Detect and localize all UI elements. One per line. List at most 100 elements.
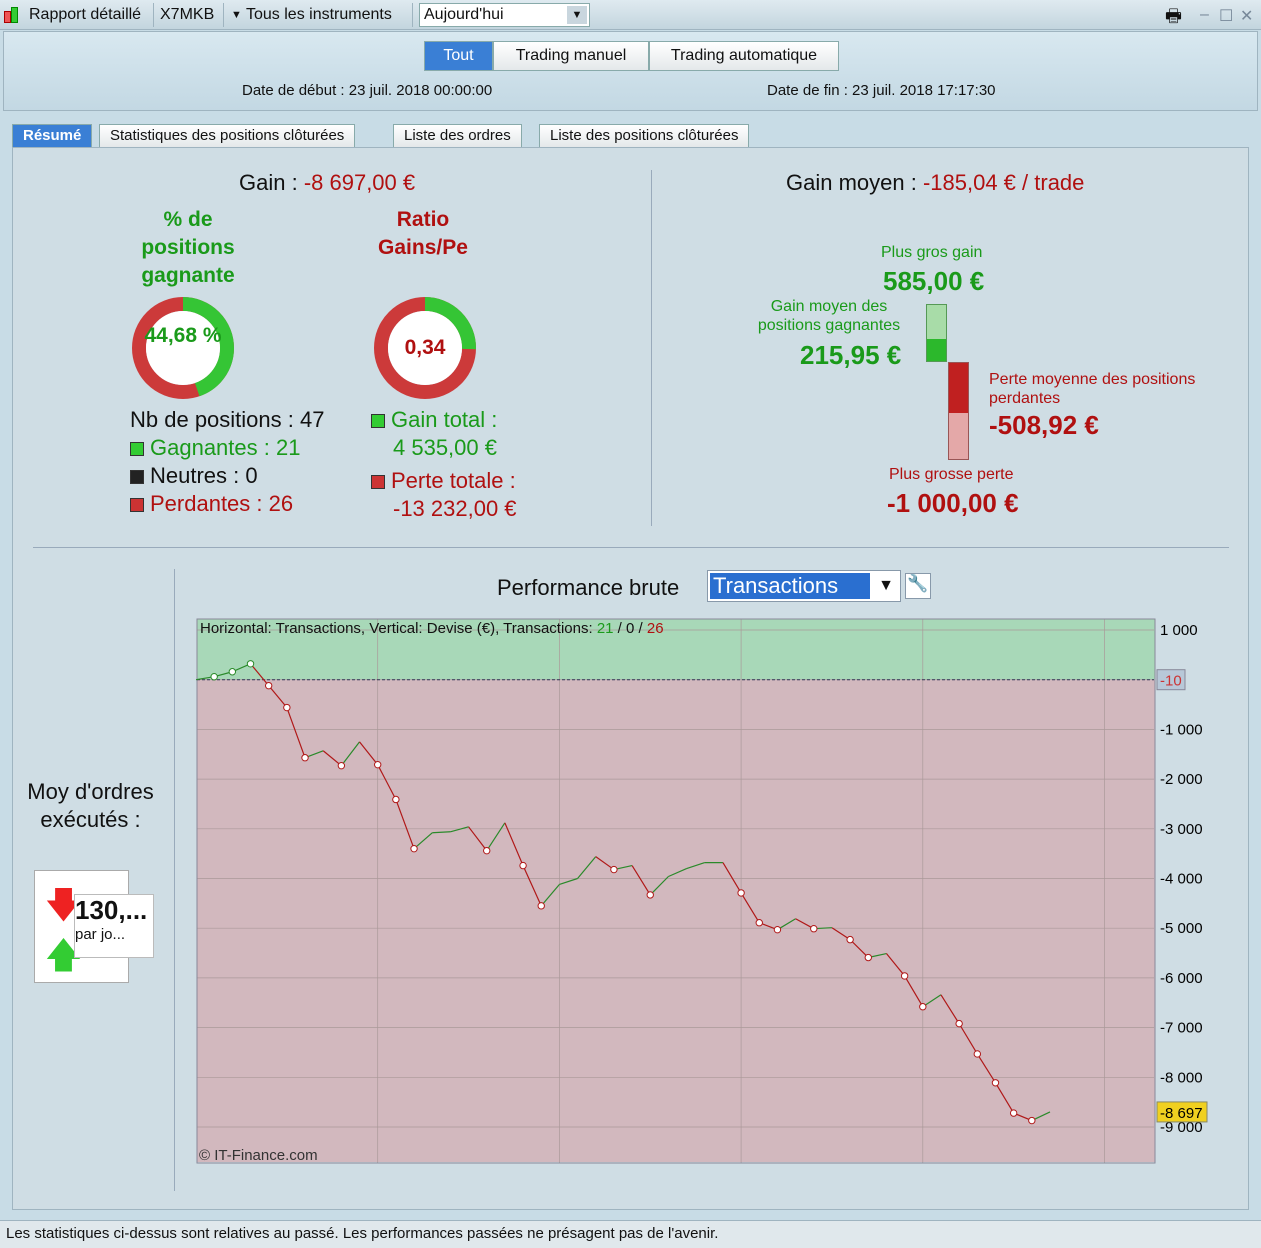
data-point	[973, 1050, 982, 1058]
series-segment	[395, 799, 415, 849]
series-segment	[631, 865, 651, 896]
positions-counts: Nb de positions : 47 Gagnantes : 21 Neut…	[130, 406, 324, 518]
data-point	[264, 681, 273, 690]
series-segment	[649, 876, 669, 896]
start-date: Date de début : 23 juil. 2018 00:00:00	[242, 82, 493, 99]
candlestick-icon	[4, 7, 18, 28]
y-tick-label: -1 000	[1160, 721, 1203, 738]
close-icon[interactable]: ✕	[1240, 8, 1254, 25]
performance-mode-select[interactable]: Transactions ▼	[707, 570, 901, 602]
zero-label-text: -10	[1160, 673, 1182, 690]
wrench-icon[interactable]: 🔧	[905, 573, 931, 599]
tab-liste-ordres[interactable]: Liste des ordres	[393, 124, 522, 148]
data-point	[737, 889, 745, 897]
segment-trading-automatique[interactable]: Trading automatique	[649, 41, 839, 71]
segment-tout[interactable]: Tout	[424, 41, 493, 71]
instruments-selector[interactable]: Tous les instruments	[246, 6, 392, 23]
series-segment	[686, 862, 705, 870]
series-segment	[885, 953, 906, 977]
moy-ordres-label: Moy d'ordres exécutés :	[27, 779, 154, 832]
period-select[interactable]: Aujourd'hui ▼	[419, 3, 590, 27]
tab-statistiques[interactable]: Statistiques des positions clôturées	[99, 124, 356, 148]
top-toolbar: Rapport détaillé X7MKB ▼ Tous les instru…	[0, 0, 1261, 30]
series-segment	[559, 877, 578, 886]
account-selector[interactable]: X7MKB	[160, 6, 215, 23]
data-point	[392, 795, 400, 804]
tab-resume[interactable]: Résumé	[12, 124, 93, 148]
data-point	[900, 972, 909, 980]
copyright: © IT-Finance.com	[199, 1147, 318, 1164]
ratio-donut	[374, 297, 476, 399]
data-point	[519, 861, 527, 870]
perte-moyenne: -508,92 €	[989, 410, 1099, 440]
last-value-text: -8 697	[1160, 1105, 1203, 1122]
data-point	[410, 844, 418, 853]
y-tick-label: -3 000	[1160, 821, 1203, 838]
green-square-icon	[371, 414, 385, 428]
data-point	[846, 935, 854, 944]
gain-moyen-gagnantes: 215,95 €	[800, 340, 902, 370]
black-square-icon	[130, 470, 144, 484]
series-segment	[958, 1023, 978, 1055]
printer-icon[interactable]: 🖶	[1165, 6, 1182, 26]
plus-gros-gain-label: Plus gros gain	[881, 244, 983, 261]
data-point	[537, 902, 545, 910]
segment-trading-manuel[interactable]: Trading manuel	[493, 41, 649, 71]
data-point	[610, 865, 618, 874]
plus-gros-gain: 585,00 €	[883, 266, 985, 296]
gain-bar	[926, 304, 947, 362]
data-point	[1028, 1116, 1036, 1125]
data-point	[283, 703, 291, 712]
data-point	[955, 1019, 963, 1028]
gain-total: 4 535,00 €	[393, 435, 497, 460]
series-segment	[359, 741, 379, 766]
win-pct-value: 44,68 %	[144, 324, 222, 347]
series-segment	[668, 868, 687, 878]
y-tick-label: -2 000	[1160, 771, 1203, 788]
last-value-bg	[1156, 1101, 1208, 1123]
series-segment	[340, 741, 361, 767]
y-tick-label: -7 000	[1160, 1020, 1203, 1037]
data-point	[337, 761, 346, 770]
series-segment	[722, 862, 742, 894]
series-segment	[540, 884, 560, 907]
tab-liste-positions[interactable]: Liste des positions clôturées	[539, 124, 750, 148]
nb-positions: Nb de positions : 47	[130, 407, 325, 432]
ratio-label: Ratio Gains/Pe	[378, 208, 468, 259]
series-segment	[577, 856, 597, 879]
data-point	[301, 754, 309, 762]
neutres: Neutres : 0	[150, 463, 258, 488]
y-tick-label: -5 000	[1160, 920, 1203, 937]
y-tick-label: 1 000	[1160, 622, 1198, 639]
zero-label: -10	[1156, 669, 1186, 691]
data-point	[228, 668, 237, 676]
end-date: Date de fin : 23 juil. 2018 17:17:30	[767, 82, 996, 99]
positive-zone	[197, 619, 1155, 681]
chart-info: Horizontal: Transactions, Vertical: Devi…	[200, 620, 664, 637]
series-segment	[595, 856, 615, 871]
chevron-down-icon[interactable]: ▼	[567, 6, 587, 24]
series-segment	[268, 685, 288, 708]
minimize-icon[interactable]: –	[1200, 6, 1209, 23]
status-bar: Les statistiques ci-dessus sont relative…	[0, 1220, 1261, 1248]
last-value-label: -8 697	[1156, 1101, 1208, 1123]
maximize-icon[interactable]: ☐	[1219, 8, 1234, 25]
series-segment	[522, 865, 542, 907]
gain-moyen-heading: Gain moyen : -185,04 € / trade	[786, 170, 1085, 195]
series-segment	[250, 663, 270, 687]
gagnantes: Gagnantes : 21	[150, 435, 301, 460]
red-square-icon	[371, 475, 385, 489]
data-point	[483, 846, 491, 855]
report-title: Rapport détaillé	[29, 6, 142, 23]
data-point	[374, 760, 382, 769]
series-segment	[286, 707, 306, 758]
perte-totale: -13 232,00 €	[393, 496, 517, 521]
data-point	[864, 953, 872, 962]
performance-chart: 10203040501 000-1 000-2 000-3 000-4 000-…	[196, 618, 1208, 1164]
win-pct-label: % de positions gagnante	[141, 208, 235, 287]
red-square-icon	[130, 498, 144, 512]
series-segment	[432, 831, 451, 834]
data-point	[646, 891, 654, 899]
series-segment	[486, 822, 506, 851]
series-segment	[740, 892, 760, 924]
